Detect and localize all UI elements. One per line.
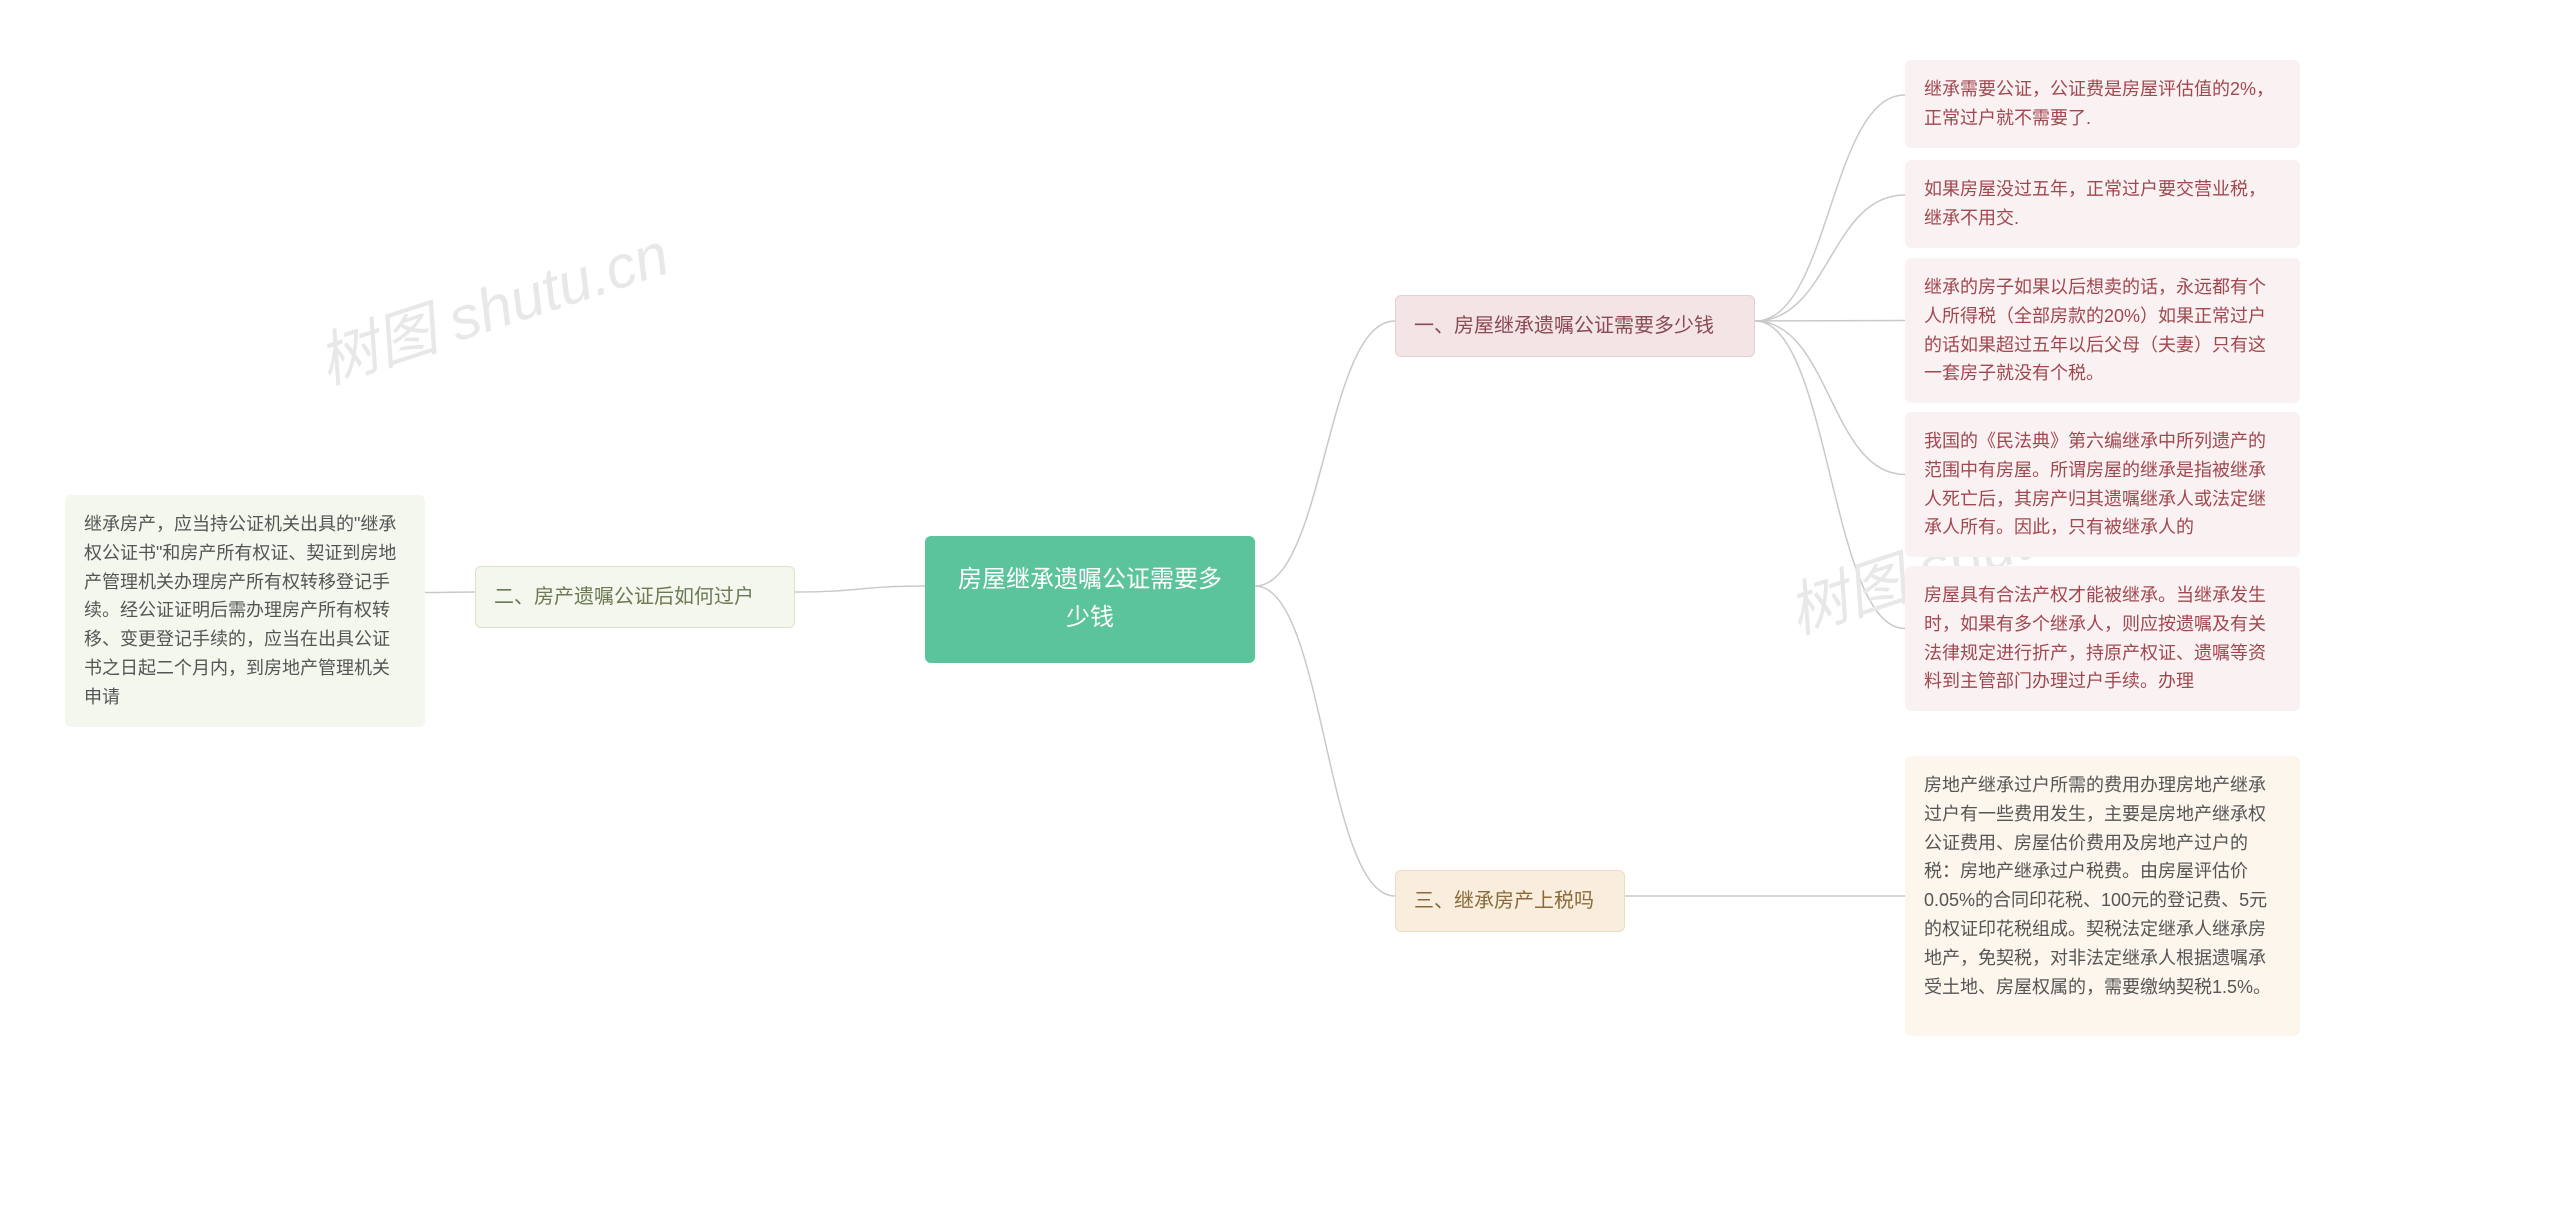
branch-2[interactable]: 二、房产遗嘱公证后如何过户	[475, 566, 795, 628]
branch-1-leaf-3: 继承的房子如果以后想卖的话，永远都有个人所得税（全部房款的20%）如果正常过户的…	[1905, 258, 2300, 403]
watermark-1: 树图 shutu.cn	[305, 206, 678, 401]
branch-1-leaf-4: 我国的《民法典》第六编继承中所列遗产的范围中有房屋。所谓房屋的继承是指被继承人死…	[1905, 412, 2300, 557]
branch-1-leaf-2: 如果房屋没过五年，正常过户要交营业税，继承不用交.	[1905, 160, 2300, 248]
branch-3[interactable]: 三、继承房产上税吗	[1395, 870, 1625, 932]
branch-1-leaf-5: 房屋具有合法产权才能被继承。当继承发生时，如果有多个继承人，则应按遗嘱及有关法律…	[1905, 566, 2300, 711]
branch-1[interactable]: 一、房屋继承遗嘱公证需要多少钱	[1395, 295, 1755, 357]
branch-3-leaf-1: 房地产继承过户所需的费用办理房地产继承过户有一些费用发生，主要是房地产继承权公证…	[1905, 756, 2300, 1036]
root-node[interactable]: 房屋继承遗嘱公证需要多少钱	[925, 536, 1255, 663]
branch-2-leaf-1: 继承房产，应当持公证机关出具的"继承权公证书"和房产所有权证、契证到房地产管理机…	[65, 495, 425, 727]
branch-1-leaf-1: 继承需要公证，公证费是房屋评估值的2%，正常过户就不需要了.	[1905, 60, 2300, 148]
